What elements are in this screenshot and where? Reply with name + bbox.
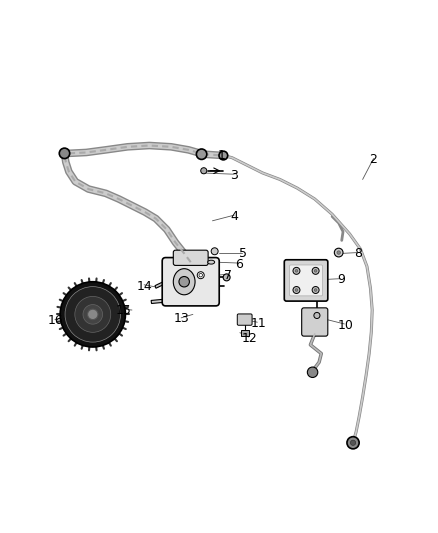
Circle shape — [347, 437, 359, 449]
Circle shape — [199, 273, 202, 277]
Circle shape — [196, 149, 207, 159]
Text: 14: 14 — [137, 280, 153, 293]
Text: 8: 8 — [354, 247, 362, 260]
Circle shape — [59, 148, 70, 158]
Circle shape — [65, 287, 120, 342]
Circle shape — [295, 270, 298, 272]
Circle shape — [179, 277, 189, 287]
Text: 6: 6 — [235, 258, 243, 271]
Circle shape — [314, 312, 320, 319]
FancyBboxPatch shape — [162, 257, 219, 306]
Ellipse shape — [208, 260, 215, 264]
Circle shape — [337, 251, 340, 254]
Text: 13: 13 — [174, 312, 190, 325]
Circle shape — [88, 309, 98, 320]
Circle shape — [197, 272, 204, 279]
Text: 3: 3 — [230, 168, 238, 182]
FancyBboxPatch shape — [237, 314, 252, 325]
FancyBboxPatch shape — [302, 308, 328, 336]
Text: 5: 5 — [239, 247, 247, 260]
Circle shape — [219, 151, 228, 160]
Circle shape — [83, 304, 102, 324]
Ellipse shape — [173, 269, 195, 295]
Circle shape — [312, 268, 319, 274]
Text: 11: 11 — [250, 317, 266, 329]
Circle shape — [314, 270, 317, 272]
Text: 4: 4 — [230, 210, 238, 223]
Text: 16: 16 — [48, 314, 64, 327]
Circle shape — [350, 440, 356, 446]
FancyBboxPatch shape — [290, 265, 322, 296]
Circle shape — [75, 296, 111, 333]
Circle shape — [211, 248, 218, 255]
Text: 7: 7 — [224, 269, 232, 282]
Text: 1: 1 — [217, 149, 225, 162]
Circle shape — [60, 282, 125, 347]
Polygon shape — [155, 280, 167, 288]
FancyBboxPatch shape — [284, 260, 328, 301]
Polygon shape — [241, 330, 249, 336]
Circle shape — [293, 287, 300, 294]
Circle shape — [223, 274, 230, 281]
FancyBboxPatch shape — [173, 250, 208, 265]
Circle shape — [314, 289, 317, 292]
Circle shape — [334, 248, 343, 257]
Text: 15: 15 — [115, 303, 131, 317]
Circle shape — [312, 287, 319, 294]
Circle shape — [307, 367, 318, 377]
Circle shape — [201, 168, 207, 174]
Polygon shape — [151, 296, 197, 303]
Text: 2: 2 — [370, 154, 378, 166]
Text: 9: 9 — [337, 273, 345, 286]
Text: 10: 10 — [337, 319, 353, 332]
Text: 12: 12 — [242, 332, 258, 345]
Circle shape — [293, 268, 300, 274]
Circle shape — [295, 289, 298, 292]
